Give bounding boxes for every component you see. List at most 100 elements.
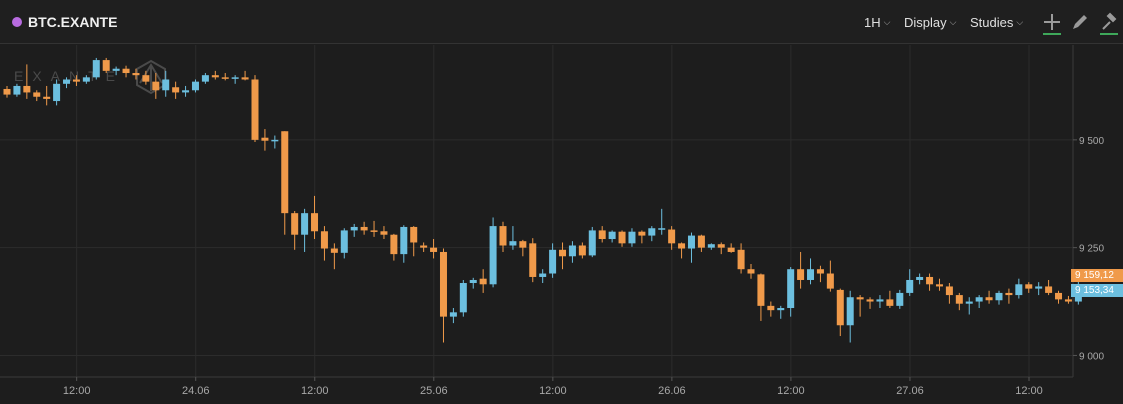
candle: [598, 226, 606, 243]
plus-icon[interactable]: [1040, 10, 1064, 34]
candle: [13, 83, 21, 97]
watermark-logo-icon: [136, 59, 166, 95]
candle: [509, 226, 517, 250]
candle-body: [668, 229, 676, 244]
symbol-name[interactable]: BTC.EXANTE: [28, 14, 118, 30]
chevron-down-icon: ⌵: [949, 17, 957, 27]
candle: [906, 269, 914, 296]
candle: [152, 73, 160, 99]
candle: [747, 264, 755, 279]
price-axis: 9 000 9 250 9 500: [1073, 136, 1104, 362]
candle-body: [727, 247, 735, 252]
candle: [578, 242, 586, 259]
candle: [886, 290, 894, 309]
candle-body: [102, 60, 110, 71]
candle-body: [350, 226, 358, 231]
candle: [33, 90, 41, 102]
studies-menu[interactable]: Studies ⌵: [970, 15, 1023, 30]
candle: [439, 248, 447, 343]
candle: [281, 131, 289, 235]
candle-body: [1015, 284, 1023, 296]
time-axis: 12:00 24.06 12:00 25.06 12:00 26.06 12:00 27.06…: [63, 377, 1043, 397]
candle: [856, 295, 864, 317]
candle: [449, 308, 457, 324]
hammer-icon[interactable]: [1097, 10, 1121, 34]
display-menu[interactable]: Display ⌵: [904, 15, 956, 30]
candle: [995, 290, 1003, 305]
candle: [241, 70, 249, 81]
candle: [559, 242, 567, 270]
candle-body: [1025, 284, 1033, 289]
candle: [340, 228, 348, 259]
last-price-tag-orange: 9 159,12: [1071, 269, 1123, 282]
candle: [122, 65, 130, 78]
candle: [727, 243, 735, 253]
candle-body: [301, 213, 309, 235]
candle: [271, 135, 279, 149]
candle: [420, 242, 428, 252]
candle-body: [787, 269, 795, 309]
candle-body: [191, 81, 199, 91]
pencil-icon[interactable]: [1068, 10, 1092, 34]
candle-body: [211, 75, 219, 78]
candle: [162, 70, 170, 97]
interval-selector[interactable]: 1H ⌵: [864, 15, 890, 30]
candle-body: [172, 87, 180, 93]
candle: [618, 230, 626, 247]
candle-body: [489, 226, 497, 285]
candle-body: [271, 139, 279, 142]
candle-body: [588, 230, 596, 256]
x-tick-label: 12:00: [539, 385, 567, 397]
x-tick-label: 12:00: [1015, 385, 1043, 397]
interval-label: 1H: [864, 15, 881, 30]
candle-body: [1005, 292, 1013, 296]
candle-body: [717, 244, 725, 248]
candle: [608, 230, 616, 243]
candle-body: [856, 297, 864, 300]
x-tick-label: 24.06: [182, 385, 210, 397]
candle-body: [201, 75, 209, 82]
candle-body: [231, 77, 239, 79]
candle: [112, 66, 120, 76]
candle-body: [578, 245, 586, 256]
candle: [687, 232, 695, 263]
candle-body: [43, 96, 51, 99]
y-tick-label: 9 000: [1079, 351, 1104, 362]
candle-body: [370, 230, 378, 232]
candle-body: [23, 85, 31, 93]
candle-body: [311, 213, 319, 232]
candle-body: [757, 274, 765, 306]
x-tick-label: 12:00: [301, 385, 329, 397]
candle-body: [529, 243, 537, 277]
candle-body: [479, 278, 487, 285]
candle: [320, 226, 328, 261]
candle-body: [221, 77, 229, 79]
candle: [191, 79, 199, 93]
candle-body: [281, 131, 289, 214]
candle: [410, 226, 418, 257]
x-tick-label: 27.06: [896, 385, 924, 397]
last-price-tag-blue: 9 153,34: [1071, 284, 1123, 297]
candle: [1005, 288, 1013, 304]
candle: [142, 70, 150, 85]
candle: [201, 73, 209, 84]
candle-body: [1055, 292, 1063, 300]
candle: [53, 79, 61, 106]
candle-body: [777, 308, 785, 311]
candle: [846, 290, 854, 343]
candle-body: [836, 289, 844, 326]
candle: [251, 75, 259, 143]
candle: [499, 221, 507, 252]
candle-body: [459, 283, 467, 313]
candle-body: [598, 230, 606, 240]
candle-body: [82, 77, 90, 82]
candle-body: [807, 269, 815, 280]
candle: [965, 297, 973, 315]
candle-body: [3, 88, 11, 95]
candle: [945, 283, 953, 304]
candle: [876, 295, 884, 309]
chart-grid: [0, 45, 1073, 377]
candle: [301, 208, 309, 252]
x-tick-label: 12:00: [63, 385, 91, 397]
